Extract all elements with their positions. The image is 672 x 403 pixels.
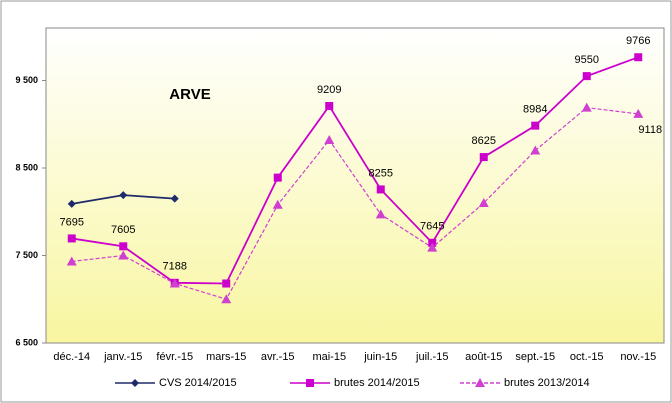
marker	[222, 279, 231, 288]
data-label: 8625	[472, 135, 496, 147]
x-tick-label: déc.-14	[53, 351, 90, 363]
data-label: 9766	[626, 35, 650, 47]
marker	[478, 198, 489, 207]
data-label: 9118	[638, 124, 662, 136]
marker	[324, 135, 335, 144]
series-line	[71, 106, 639, 300]
x-tick-label: sept.-15	[515, 351, 555, 363]
data-label: 7645	[420, 221, 444, 233]
marker	[479, 153, 488, 162]
x-tick-label: janv.-15	[103, 351, 142, 363]
marker	[376, 185, 385, 194]
marker	[118, 250, 129, 260]
marker	[427, 242, 438, 252]
marker	[66, 256, 77, 266]
legend-marker	[131, 379, 139, 387]
data-label: 7695	[60, 216, 84, 228]
marker	[325, 101, 334, 110]
series-line	[71, 56, 639, 285]
legend-label: CVS 2014/2015	[159, 377, 237, 389]
x-tick-label: avr.-15	[261, 351, 295, 363]
marker	[582, 72, 591, 81]
data-label: 9550	[575, 54, 599, 66]
y-tick-label: 6 500	[15, 337, 38, 347]
marker	[633, 108, 644, 118]
marker	[170, 194, 179, 203]
y-tick-label: 9 500	[15, 75, 38, 85]
marker	[67, 199, 76, 208]
marker	[119, 242, 128, 251]
marker	[273, 173, 282, 182]
x-tick-label: mars-15	[206, 351, 246, 363]
marker	[531, 121, 540, 130]
x-tick-label: juin-15	[363, 351, 397, 363]
data-label: 8984	[523, 104, 547, 116]
marker	[67, 234, 76, 243]
y-tick-label: 8 500	[15, 162, 38, 172]
legend-marker	[306, 379, 314, 387]
x-tick-label: nov.-15	[620, 351, 656, 363]
x-tick-label: juil.-15	[415, 351, 448, 363]
x-tick-label: mai-15	[312, 351, 346, 363]
x-tick-label: févr.-15	[156, 351, 193, 363]
data-label: 7188	[163, 261, 187, 273]
data-label: 8255	[369, 167, 393, 179]
marker	[272, 199, 283, 209]
legend-marker	[475, 378, 485, 387]
x-tick-label: août-15	[465, 351, 502, 363]
marker	[119, 191, 128, 200]
chart-title: ARVE	[169, 86, 210, 103]
marker	[634, 53, 643, 62]
marker	[221, 294, 232, 304]
legend-label: brutes 2013/2014	[504, 377, 590, 389]
legend-label: brutes 2014/2015	[334, 377, 420, 389]
y-tick-label: 7 500	[15, 250, 38, 260]
marker	[581, 102, 592, 112]
marker	[169, 278, 180, 288]
x-tick-label: oct.-15	[570, 351, 604, 363]
marker	[375, 209, 386, 219]
data-label: 7605	[111, 224, 135, 236]
marker	[530, 145, 541, 155]
plot-area	[45, 27, 665, 344]
data-label: 9209	[317, 84, 341, 96]
